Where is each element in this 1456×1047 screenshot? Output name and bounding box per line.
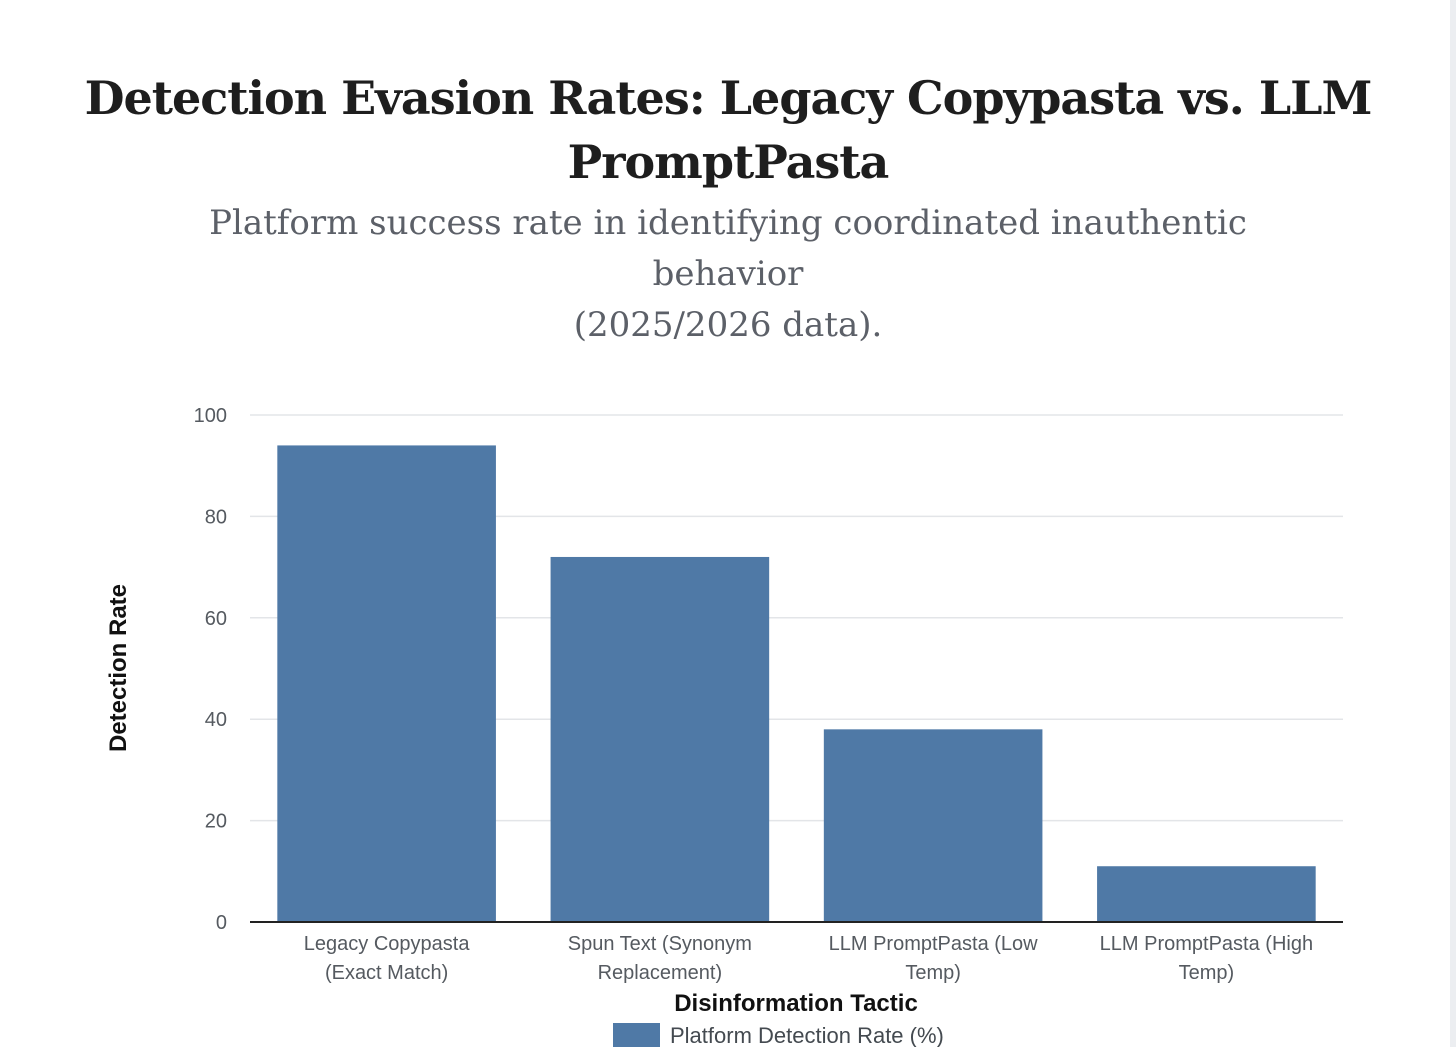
legend-swatch[interactable]	[613, 1023, 660, 1047]
x-axis-ticks: Legacy Copypasta (Exact Match) Spun Text (…	[304, 933, 1313, 984]
y-tick-label: 20	[205, 811, 227, 833]
bar[interactable]	[550, 556, 770, 922]
x-tick-label: Spun Text (Synonym Replacement)	[568, 933, 752, 984]
x-tick-label-line: Replacement)	[598, 962, 723, 984]
y-tick-label: 80	[205, 506, 227, 528]
chart-title: Detection Evasion Rates: Legacy Copypast…	[0, 66, 1456, 194]
chart-subtitle-line-2: (2025/2026 data).	[573, 305, 883, 345]
x-tick-label: Legacy Copypasta (Exact Match)	[304, 933, 471, 984]
chart-title-line-2: PromptPasta	[567, 135, 890, 189]
x-tick-label: LLM PromptPasta (High Temp)	[1100, 933, 1313, 984]
bar[interactable]	[1097, 866, 1316, 922]
chart-subtitle: Platform success rate in identifying coo…	[150, 198, 1306, 351]
x-tick-label-line: LLM PromptPasta (High	[1100, 933, 1313, 955]
bar[interactable]	[823, 729, 1043, 922]
y-tick-label: 0	[216, 912, 227, 934]
window-edge	[1450, 0, 1456, 1047]
bars	[277, 445, 1316, 922]
x-tick-label-line: Spun Text (Synonym	[568, 933, 752, 955]
legend-label[interactable]: Platform Detection Rate (%)	[670, 1023, 944, 1047]
chart-subtitle-line-1: Platform success rate in identifying coo…	[209, 203, 1247, 294]
y-tick-label: 100	[194, 405, 227, 427]
legend: Platform Detection Rate (%)	[613, 1023, 944, 1047]
y-tick-label: 60	[205, 608, 227, 630]
y-tick-label: 40	[205, 709, 227, 731]
x-tick-label-line: Temp)	[905, 962, 961, 984]
y-axis-title: Detection Rate	[105, 584, 132, 752]
x-tick-label: LLM PromptPasta (Low Temp)	[829, 933, 1039, 984]
y-axis-ticks: 0 20 40 60 80 100	[194, 405, 227, 934]
x-tick-label-line: LLM PromptPasta (Low	[829, 933, 1039, 955]
bar[interactable]	[277, 445, 496, 922]
x-tick-label-line: Legacy Copypasta	[304, 933, 471, 955]
x-tick-label-line: (Exact Match)	[325, 962, 448, 984]
x-tick-label-line: Temp)	[1179, 962, 1235, 984]
chart-title-line-1: Detection Evasion Rates: Legacy Copypast…	[84, 71, 1373, 125]
x-axis-title: Disinformation Tactic	[674, 990, 918, 1017]
